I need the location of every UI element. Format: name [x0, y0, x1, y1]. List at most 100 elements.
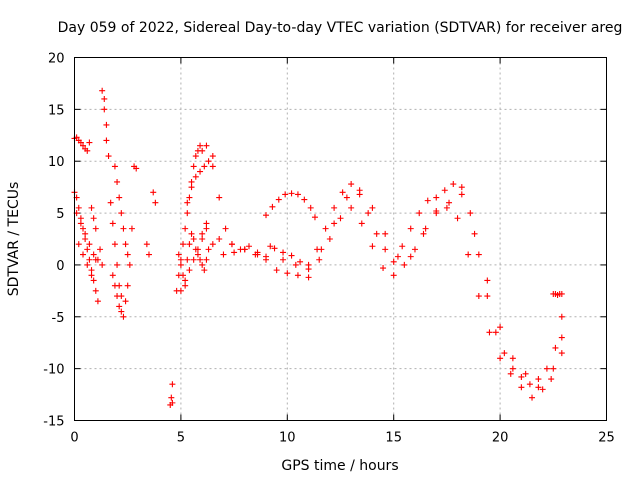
data-point — [103, 121, 110, 128]
data-point — [82, 236, 89, 242]
data-point — [558, 334, 565, 341]
data-point — [343, 194, 350, 201]
data-points — [71, 87, 565, 408]
data-point — [245, 243, 252, 250]
x-tick-label: 20 — [492, 431, 509, 446]
data-point — [192, 153, 199, 160]
data-point — [501, 350, 508, 357]
data-point — [484, 277, 491, 284]
data-point — [197, 142, 204, 149]
data-point — [150, 189, 157, 196]
data-point — [182, 277, 189, 284]
data-point — [101, 95, 108, 102]
x-tick-label: 5 — [177, 431, 185, 446]
data-point — [331, 220, 338, 227]
data-point — [205, 246, 212, 253]
data-point — [116, 303, 123, 310]
data-point — [120, 313, 127, 320]
data-point — [84, 246, 91, 253]
y-tick-label: 0 — [56, 259, 64, 274]
data-point — [422, 225, 429, 232]
data-point — [97, 246, 104, 253]
series-4 — [550, 290, 565, 299]
data-point — [192, 173, 199, 180]
data-point — [124, 282, 131, 289]
y-tick-label: 10 — [48, 155, 65, 170]
data-point — [288, 252, 295, 259]
data-point — [177, 287, 184, 294]
series-5 — [71, 87, 216, 408]
data-point — [558, 313, 565, 320]
data-point — [507, 370, 514, 377]
data-point — [118, 308, 125, 315]
data-point — [143, 241, 150, 248]
data-point — [84, 147, 91, 154]
data-point — [322, 225, 329, 232]
data-point — [294, 272, 301, 279]
data-point — [475, 293, 482, 300]
data-point — [80, 251, 87, 258]
data-point — [80, 225, 87, 232]
data-point — [497, 324, 504, 331]
data-point — [203, 220, 210, 227]
series-1 — [203, 142, 565, 388]
data-point — [282, 191, 289, 198]
data-point — [152, 199, 159, 206]
data-point — [190, 236, 197, 242]
data-point — [199, 261, 206, 268]
data-point — [458, 191, 465, 198]
data-point — [111, 163, 118, 170]
x-tick-label: 25 — [598, 431, 615, 446]
data-point — [529, 394, 536, 401]
data-point — [92, 225, 99, 232]
data-point — [280, 249, 287, 256]
data-point — [273, 267, 280, 274]
data-point — [269, 203, 276, 210]
data-point — [111, 241, 118, 248]
plot-frame — [74, 57, 607, 421]
data-point — [177, 261, 184, 268]
x-axis-label: GPS time / hours — [281, 458, 398, 474]
data-point — [446, 199, 453, 206]
data-point — [407, 253, 414, 260]
data-point — [316, 256, 323, 263]
data-point — [475, 251, 482, 258]
y-tick-labels: -15 -10 -5 0 5 10 15 20 — [43, 52, 64, 430]
data-point — [484, 293, 491, 300]
data-point — [209, 241, 216, 248]
data-point — [124, 251, 131, 258]
data-point — [186, 241, 193, 248]
data-point — [114, 293, 121, 300]
data-point — [465, 251, 472, 258]
data-point — [271, 245, 278, 252]
data-point — [88, 267, 95, 274]
x-tick-label: 0 — [70, 431, 78, 446]
y-tick-label: 20 — [48, 52, 65, 67]
data-point — [467, 210, 474, 217]
data-point — [205, 158, 212, 165]
data-point — [209, 163, 216, 170]
series-3 — [203, 187, 565, 391]
data-point — [535, 376, 542, 383]
data-point — [509, 355, 516, 362]
data-point — [118, 210, 125, 217]
data-point — [177, 256, 184, 263]
data-point — [122, 241, 129, 248]
data-point — [111, 282, 118, 289]
data-point — [92, 287, 99, 294]
data-point — [550, 365, 557, 372]
data-point — [539, 386, 546, 393]
data-point — [318, 246, 325, 253]
data-point — [90, 215, 97, 222]
data-point — [222, 225, 229, 232]
data-point — [120, 225, 127, 232]
data-point — [109, 272, 116, 279]
data-point — [184, 210, 191, 217]
data-point — [380, 265, 387, 272]
data-point — [311, 214, 318, 221]
data-point — [199, 147, 206, 154]
data-point — [339, 189, 346, 196]
data-point — [411, 246, 418, 253]
data-point — [199, 236, 206, 242]
